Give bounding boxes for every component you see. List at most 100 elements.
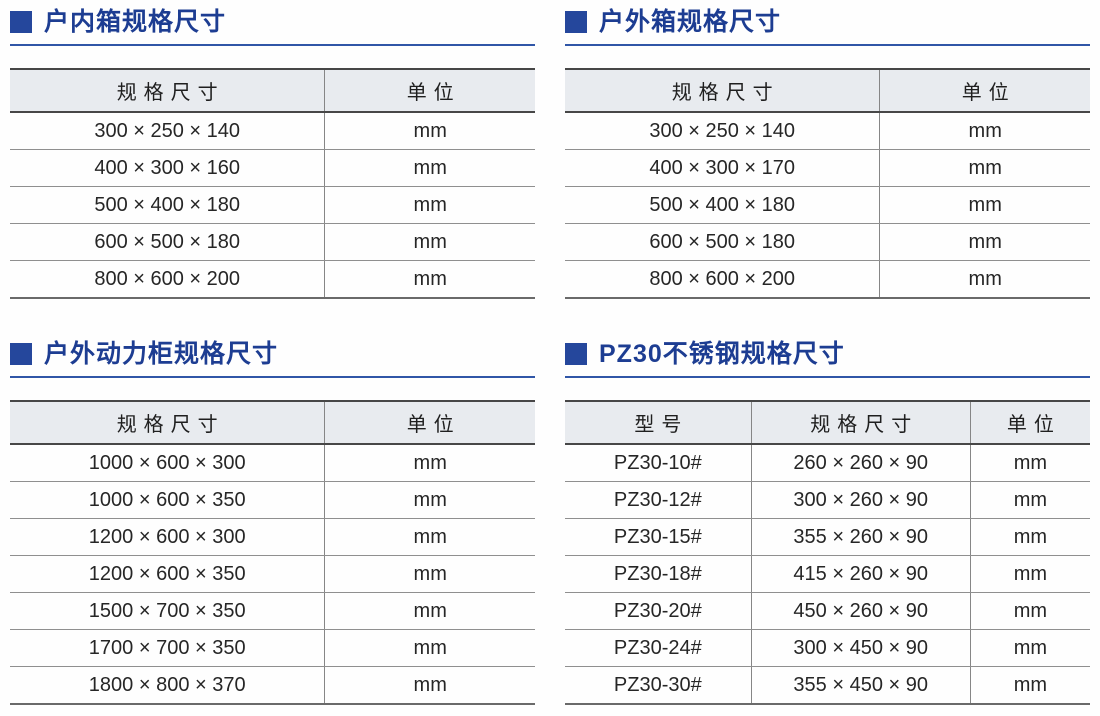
spec-cell: 355 × 260 × 90 bbox=[750, 518, 971, 556]
table-row: 300 × 250 × 140 mm bbox=[10, 112, 535, 150]
section-title: 户内箱规格尺寸 bbox=[44, 8, 227, 36]
spec-cell: 1200 × 600 × 300 bbox=[10, 518, 325, 556]
table-row: PZ30-30# 355 × 450 × 90 mm bbox=[565, 666, 1090, 704]
spec-cell: 300 × 260 × 90 bbox=[750, 481, 971, 519]
table-row: 1000 × 600 × 350 mm bbox=[10, 481, 535, 519]
spec-cell: 800 × 600 × 200 bbox=[94, 267, 241, 290]
model-cell: PZ30-12# bbox=[565, 481, 752, 519]
table-row: 500 × 400 × 180 mm bbox=[565, 186, 1090, 224]
unit-cell: mm bbox=[324, 666, 535, 704]
spec-cell: 400 × 300 × 170 bbox=[565, 149, 880, 187]
unit-cell: mm bbox=[879, 260, 1090, 298]
unit-cell: mm bbox=[324, 555, 535, 593]
model-cell: PZ30-24# bbox=[565, 629, 752, 667]
column-header: 规格尺寸 bbox=[565, 69, 880, 113]
spec-cell: 500 × 400 × 180 bbox=[565, 186, 880, 224]
section-title: 户外箱规格尺寸 bbox=[599, 8, 782, 36]
spec-table: 规格尺寸 单位 300 × 250 × 140 mm 400 × 300 × 170 m… bbox=[565, 68, 1090, 299]
title-underline bbox=[10, 44, 535, 46]
table-row: 1700 × 700 × 350 mm bbox=[10, 629, 535, 667]
unit-cell: mm bbox=[324, 223, 535, 261]
spec-cell: 355 × 450 × 90 bbox=[750, 666, 971, 704]
section-title-row: 户外箱规格尺寸 bbox=[565, 8, 1090, 35]
spec-cell: 600 × 500 × 180 bbox=[565, 223, 880, 261]
square-bullet-icon bbox=[565, 10, 587, 33]
section-outdoor-box: 户外箱规格尺寸 规格尺寸 单位 300 × 250 × 140 mm 400 × 30… bbox=[565, 8, 1090, 299]
unit-cell: mm bbox=[324, 518, 535, 556]
table-row: 1500 × 700 × 350 mm bbox=[10, 592, 535, 630]
section-outdoor-power-cabinet: 户外动力柜规格尺寸 规格尺寸 单位 1000 × 600 × 300 mm 1000 … bbox=[10, 340, 535, 705]
unit-cell: mm bbox=[324, 149, 535, 187]
column-header: 规格尺寸 bbox=[10, 401, 325, 445]
column-header: 单位 bbox=[969, 401, 1090, 445]
spec-table: 型号 规格尺寸 单位 PZ30-10# 260 × 260 × 90 mm PZ30-12… bbox=[565, 400, 1090, 705]
unit-cell: mm bbox=[324, 444, 535, 482]
unit-cell: mm bbox=[969, 481, 1090, 519]
model-cell: PZ30-20# bbox=[565, 592, 752, 630]
model-cell: PZ30-30# bbox=[613, 673, 702, 696]
unit-cell: mm bbox=[969, 592, 1090, 630]
unit-cell: mm bbox=[969, 518, 1090, 556]
table-row: PZ30-12# 300 × 260 × 90 mm bbox=[565, 481, 1090, 519]
column-header: 规格尺寸 bbox=[750, 401, 971, 445]
section-indoor-box: 户内箱规格尺寸 规格尺寸 单位 300 × 250 × 140 mm 400 × 30… bbox=[10, 8, 535, 299]
section-title: PZ30不锈钢规格尺寸 bbox=[599, 340, 845, 368]
title-underline bbox=[10, 376, 535, 378]
table-header-row: 型号 规格尺寸 单位 bbox=[565, 401, 1090, 445]
unit-cell: mm bbox=[324, 481, 535, 519]
unit-cell: mm bbox=[324, 186, 535, 224]
unit-cell: mm bbox=[879, 149, 1090, 187]
square-bullet-icon bbox=[565, 342, 587, 365]
section-title: 户外动力柜规格尺寸 bbox=[44, 340, 279, 368]
unit-cell: mm bbox=[324, 260, 535, 298]
model-cell: PZ30-18# bbox=[565, 555, 752, 593]
table-row: 600 × 500 × 180 mm bbox=[10, 223, 535, 261]
spec-cell: 500 × 400 × 180 bbox=[10, 186, 325, 224]
column-header: 单位 bbox=[324, 401, 535, 445]
spec-cell: 260 × 260 × 90 bbox=[750, 444, 971, 482]
table-row: 800 × 600 × 200 mm bbox=[565, 260, 1090, 298]
table-row: PZ30-18# 415 × 260 × 90 mm bbox=[565, 555, 1090, 593]
spec-cell: 300 × 250 × 140 bbox=[10, 112, 325, 150]
spec-cell: 300 × 250 × 140 bbox=[565, 112, 880, 150]
column-header: 规格尺寸 bbox=[10, 69, 325, 113]
table-row: 500 × 400 × 180 mm bbox=[10, 186, 535, 224]
spec-cell: 1000 × 600 × 300 bbox=[10, 444, 325, 482]
spec-table: 规格尺寸 单位 300 × 250 × 140 mm 400 × 300 × 160 m… bbox=[10, 68, 535, 299]
spec-cell: 600 × 500 × 180 bbox=[10, 223, 325, 261]
unit-cell: mm bbox=[879, 186, 1090, 224]
table-row: 1800 × 800 × 370 mm bbox=[10, 666, 535, 704]
unit-cell: mm bbox=[324, 629, 535, 667]
table-header-row: 规格尺寸 单位 bbox=[10, 69, 535, 113]
model-cell: PZ30-15# bbox=[565, 518, 752, 556]
section-title-row: PZ30不锈钢规格尺寸 bbox=[565, 340, 1090, 367]
table-row: PZ30-20# 450 × 260 × 90 mm bbox=[565, 592, 1090, 630]
spec-cell: 415 × 260 × 90 bbox=[750, 555, 971, 593]
spec-cell: 800 × 600 × 200 bbox=[649, 267, 796, 290]
table-row: 1200 × 600 × 300 mm bbox=[10, 518, 535, 556]
unit-cell: mm bbox=[969, 444, 1090, 482]
square-bullet-icon bbox=[10, 10, 32, 33]
unit-cell: mm bbox=[324, 112, 535, 150]
spec-cell: 300 × 450 × 90 bbox=[750, 629, 971, 667]
table-header-row: 规格尺寸 单位 bbox=[565, 69, 1090, 113]
square-bullet-icon bbox=[10, 342, 32, 365]
unit-cell: mm bbox=[969, 629, 1090, 667]
spec-cell: 400 × 300 × 160 bbox=[10, 149, 325, 187]
table-row: 1200 × 600 × 350 mm bbox=[10, 555, 535, 593]
title-underline bbox=[565, 44, 1090, 46]
spec-cell: 1200 × 600 × 350 bbox=[10, 555, 325, 593]
table-row: 1000 × 600 × 300 mm bbox=[10, 444, 535, 482]
unit-cell: mm bbox=[879, 223, 1090, 261]
unit-cell: mm bbox=[969, 666, 1090, 704]
unit-cell: mm bbox=[324, 592, 535, 630]
title-underline bbox=[565, 376, 1090, 378]
spec-cell: 450 × 260 × 90 bbox=[750, 592, 971, 630]
section-pz30-stainless-steel: PZ30不锈钢规格尺寸 型号 规格尺寸 单位 PZ30-10# 260 × 260 ×… bbox=[565, 340, 1090, 705]
spec-cell: 1800 × 800 × 370 bbox=[88, 673, 246, 696]
column-header: 单位 bbox=[879, 69, 1090, 113]
spec-cell: 1500 × 700 × 350 bbox=[10, 592, 325, 630]
table-header-row: 规格尺寸 单位 bbox=[10, 401, 535, 445]
table-row: PZ30-24# 300 × 450 × 90 mm bbox=[565, 629, 1090, 667]
